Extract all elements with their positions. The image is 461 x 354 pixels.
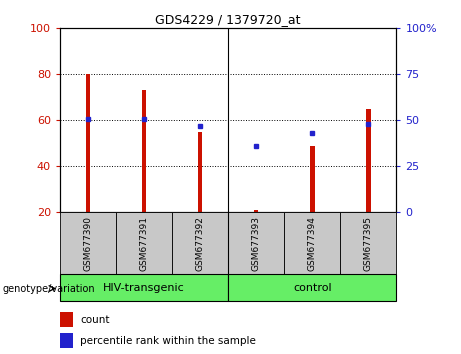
Text: genotype/variation: genotype/variation <box>2 284 95 293</box>
Text: percentile rank within the sample: percentile rank within the sample <box>80 336 256 346</box>
Bar <box>198 132 202 212</box>
Bar <box>86 74 90 212</box>
Text: GSM677393: GSM677393 <box>252 216 261 271</box>
Bar <box>254 210 259 212</box>
Bar <box>366 109 371 212</box>
Text: HIV-transgenic: HIV-transgenic <box>103 282 185 293</box>
Bar <box>340 212 396 274</box>
Bar <box>228 274 396 301</box>
Text: count: count <box>80 315 110 325</box>
Text: GSM677390: GSM677390 <box>83 216 93 271</box>
Bar <box>60 333 73 348</box>
Text: GSM677394: GSM677394 <box>308 216 317 271</box>
Bar <box>310 146 314 212</box>
Bar <box>228 212 284 274</box>
Bar <box>142 91 146 212</box>
Text: GSM677392: GSM677392 <box>195 216 205 271</box>
Text: GSM677391: GSM677391 <box>140 216 148 271</box>
Bar <box>284 212 340 274</box>
Bar <box>116 212 172 274</box>
Text: control: control <box>293 282 331 293</box>
Title: GDS4229 / 1379720_at: GDS4229 / 1379720_at <box>155 13 301 26</box>
Text: GSM677395: GSM677395 <box>364 216 373 271</box>
Bar <box>60 212 116 274</box>
Bar <box>60 312 73 327</box>
Bar <box>60 274 228 301</box>
Bar <box>172 212 228 274</box>
